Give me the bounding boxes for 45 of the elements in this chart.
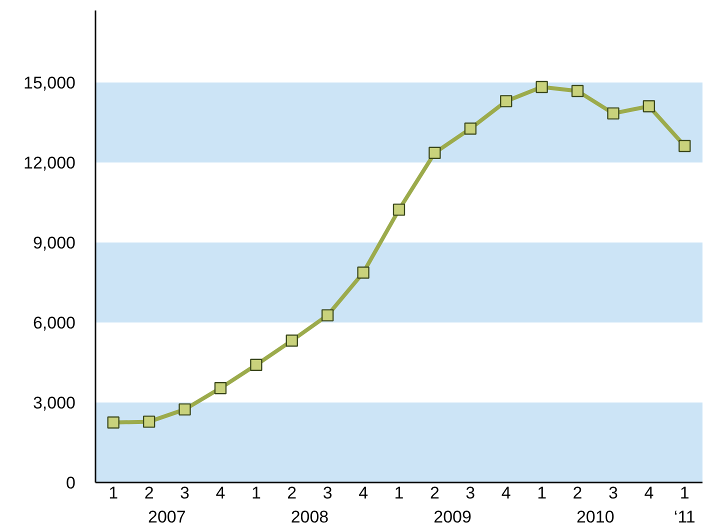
- text: 2009: [434, 508, 472, 526]
- x-tick-label: 4: [358, 484, 368, 502]
- x-tick-label: 2: [287, 484, 297, 502]
- x-tick-label: 2: [430, 484, 440, 502]
- x-tick-label: 3: [466, 484, 476, 502]
- point: [392, 204, 406, 216]
- point: [250, 358, 262, 371]
- point: [286, 334, 298, 347]
- point: [214, 382, 227, 394]
- point: [571, 84, 584, 98]
- x-tick-label: 4: [501, 484, 511, 502]
- text: ‘11: [674, 508, 696, 526]
- point: [464, 122, 477, 135]
- point: [178, 403, 191, 416]
- x-tick-label: 2: [572, 484, 582, 502]
- x-tick-label: 2: [144, 484, 154, 502]
- point: [607, 107, 620, 120]
- x-tick-label: 1: [537, 484, 547, 502]
- point: [678, 140, 691, 152]
- y-tick-label: 6,000: [32, 314, 76, 332]
- x-tick-label: 1: [680, 484, 690, 502]
- point: [357, 266, 370, 279]
- y-tick-label: 12,000: [24, 154, 76, 172]
- text: 2010: [576, 508, 614, 526]
- x-tick-label: 1: [394, 484, 404, 502]
- x-tick-label: 1: [251, 484, 261, 502]
- point: [321, 309, 334, 322]
- text: 2008: [290, 508, 329, 526]
- x-tick-label: 3: [180, 484, 190, 502]
- point: [642, 100, 656, 112]
- x-tick-label: 1: [108, 484, 118, 502]
- x-tick-label: 3: [608, 484, 618, 502]
- text: 2007: [148, 508, 186, 526]
- point: [107, 416, 120, 429]
- point: [536, 80, 548, 94]
- x-tick-label: 3: [322, 484, 332, 502]
- y-tick-label: 3,000: [32, 394, 76, 412]
- y-tick-label: 0: [66, 474, 76, 492]
- y-tick-label: 9,000: [32, 234, 76, 252]
- y-tick-label: 15,000: [24, 74, 76, 92]
- point: [500, 95, 512, 108]
- x-tick-label: 4: [644, 484, 654, 502]
- x-tick-label: 4: [216, 484, 226, 502]
- point: [428, 146, 441, 159]
- point: [142, 416, 156, 428]
